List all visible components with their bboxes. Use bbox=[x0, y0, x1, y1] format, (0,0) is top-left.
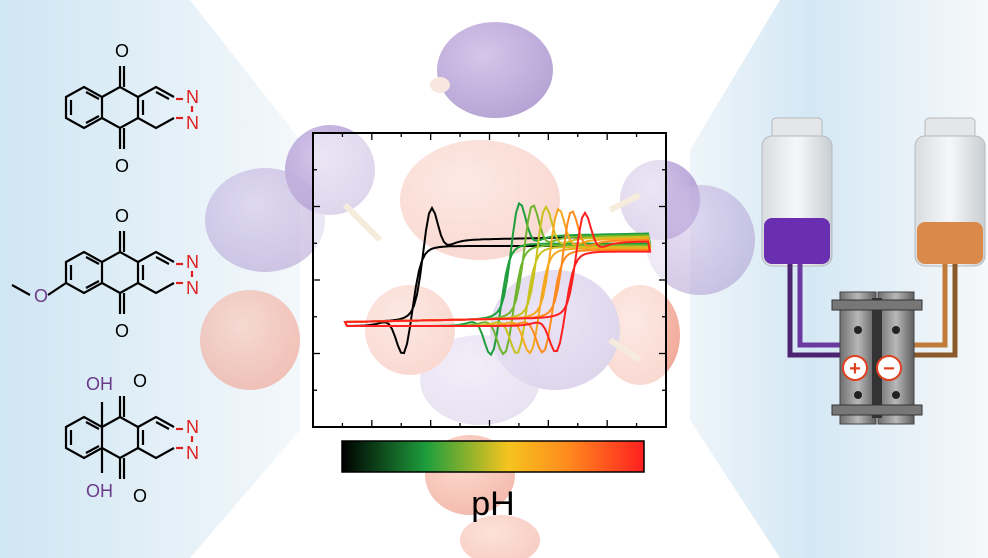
atom-nitrogen: N bbox=[186, 417, 199, 437]
axis-ticks bbox=[313, 133, 666, 427]
molecule-3: OH OH O O N N bbox=[64, 371, 199, 506]
flow-battery: + − bbox=[761, 117, 986, 425]
atom-oxygen: O bbox=[133, 486, 147, 506]
cell-stack bbox=[831, 291, 923, 425]
colorbar-gradient bbox=[341, 440, 645, 473]
right-electrolyte bbox=[917, 222, 983, 264]
molecule-2: O O O N N bbox=[11, 206, 199, 341]
atom-nitrogen: N bbox=[186, 443, 199, 463]
cv-curve-6 bbox=[343, 210, 652, 353]
positive-label: + bbox=[849, 358, 861, 380]
atom-oxygen: O bbox=[115, 41, 129, 61]
atom-nitrogen: N bbox=[186, 252, 199, 272]
tubing bbox=[787, 264, 958, 358]
ph-colorbar: pH bbox=[341, 440, 645, 523]
negative-label: − bbox=[883, 358, 895, 380]
atom-hydroxyl: OH bbox=[86, 374, 113, 394]
molecule-1: O O N N bbox=[64, 41, 199, 176]
cv-plot bbox=[312, 132, 667, 428]
atom-oxygen: O bbox=[115, 156, 129, 176]
atom-nitrogen: N bbox=[186, 113, 199, 133]
atom-oxygen: O bbox=[133, 371, 147, 391]
atom-oxygen: O bbox=[115, 321, 129, 341]
plot-area bbox=[313, 133, 666, 427]
right-reservoir bbox=[914, 117, 986, 267]
atom-nitrogen: N bbox=[186, 278, 199, 298]
colorbar-label: pH bbox=[471, 485, 514, 523]
positive-terminal: + bbox=[842, 355, 868, 381]
negative-terminal: − bbox=[876, 355, 902, 381]
left-electrolyte bbox=[764, 218, 830, 264]
atom-oxygen: O bbox=[115, 206, 129, 226]
atom-oxygen: O bbox=[34, 286, 48, 306]
left-reservoir bbox=[761, 117, 833, 267]
atom-nitrogen: N bbox=[186, 87, 199, 107]
atom-hydroxyl: OH bbox=[86, 481, 113, 501]
cv-curves bbox=[343, 201, 652, 357]
